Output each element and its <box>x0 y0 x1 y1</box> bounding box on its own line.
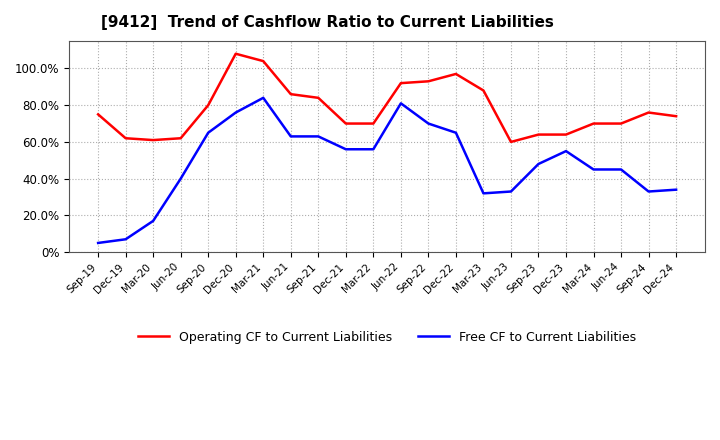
Operating CF to Current Liabilities <box>397 81 405 86</box>
Operating CF to Current Liabilities <box>369 121 378 126</box>
Operating CF to Current Liabilities <box>204 103 212 108</box>
Operating CF to Current Liabilities <box>149 137 158 143</box>
Operating CF to Current Liabilities <box>231 51 240 56</box>
Operating CF to Current Liabilities <box>451 71 460 77</box>
Free CF to Current Liabilities <box>451 130 460 136</box>
Legend: Operating CF to Current Liabilities, Free CF to Current Liabilities: Operating CF to Current Liabilities, Fre… <box>133 326 641 349</box>
Operating CF to Current Liabilities <box>287 92 295 97</box>
Free CF to Current Liabilities <box>314 134 323 139</box>
Free CF to Current Liabilities <box>259 95 268 100</box>
Operating CF to Current Liabilities <box>589 121 598 126</box>
Free CF to Current Liabilities <box>287 134 295 139</box>
Free CF to Current Liabilities <box>562 148 570 154</box>
Free CF to Current Liabilities <box>369 147 378 152</box>
Free CF to Current Liabilities <box>534 161 543 167</box>
Operating CF to Current Liabilities <box>617 121 626 126</box>
Free CF to Current Liabilities <box>644 189 653 194</box>
Free CF to Current Liabilities <box>231 110 240 115</box>
Operating CF to Current Liabilities <box>534 132 543 137</box>
Free CF to Current Liabilities <box>122 237 130 242</box>
Free CF to Current Liabilities <box>479 191 487 196</box>
Operating CF to Current Liabilities <box>94 112 102 117</box>
Operating CF to Current Liabilities <box>259 59 268 64</box>
Free CF to Current Liabilities <box>424 121 433 126</box>
Free CF to Current Liabilities <box>94 240 102 246</box>
Free CF to Current Liabilities <box>204 130 212 136</box>
Operating CF to Current Liabilities <box>644 110 653 115</box>
Operating CF to Current Liabilities <box>341 121 350 126</box>
Text: [9412]  Trend of Cashflow Ratio to Current Liabilities: [9412] Trend of Cashflow Ratio to Curren… <box>101 15 554 30</box>
Free CF to Current Liabilities <box>176 176 185 181</box>
Free CF to Current Liabilities <box>397 101 405 106</box>
Operating CF to Current Liabilities <box>314 95 323 100</box>
Free CF to Current Liabilities <box>507 189 516 194</box>
Operating CF to Current Liabilities <box>562 132 570 137</box>
Operating CF to Current Liabilities <box>424 79 433 84</box>
Free CF to Current Liabilities <box>617 167 626 172</box>
Free CF to Current Liabilities <box>341 147 350 152</box>
Line: Free CF to Current Liabilities: Free CF to Current Liabilities <box>98 98 676 243</box>
Free CF to Current Liabilities <box>672 187 680 192</box>
Operating CF to Current Liabilities <box>672 114 680 119</box>
Operating CF to Current Liabilities <box>479 88 487 93</box>
Operating CF to Current Liabilities <box>176 136 185 141</box>
Free CF to Current Liabilities <box>589 167 598 172</box>
Free CF to Current Liabilities <box>149 218 158 224</box>
Line: Operating CF to Current Liabilities: Operating CF to Current Liabilities <box>98 54 676 142</box>
Operating CF to Current Liabilities <box>122 136 130 141</box>
Operating CF to Current Liabilities <box>507 139 516 145</box>
